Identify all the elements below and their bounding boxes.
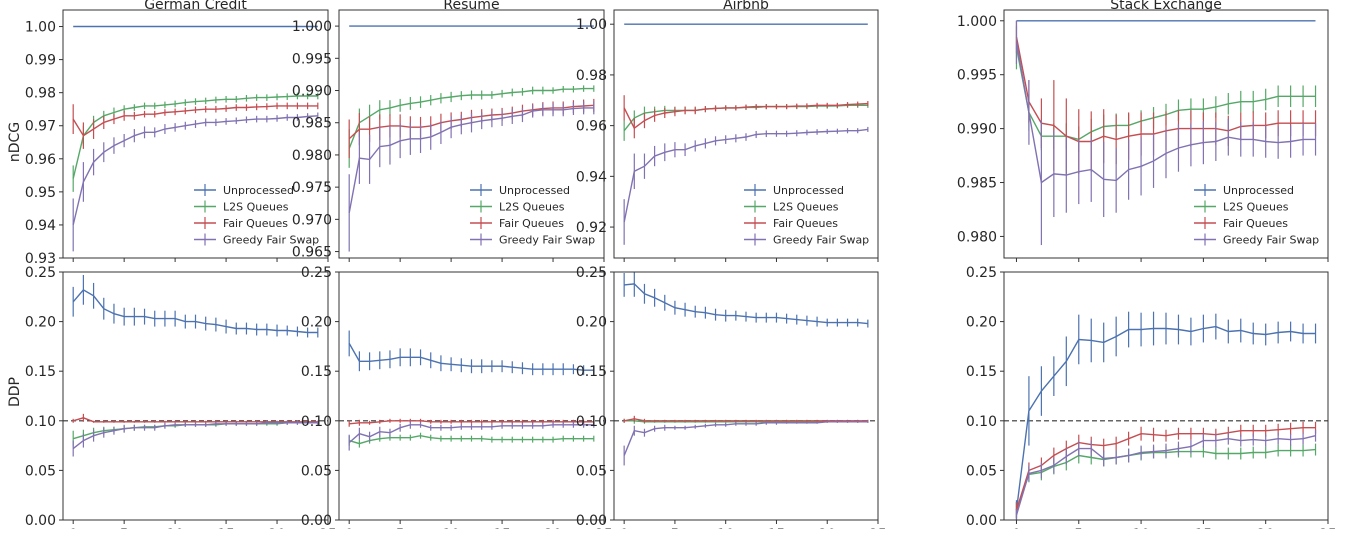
y-tick-label: 0.980 xyxy=(292,148,332,164)
row-label-bottom: DDP xyxy=(7,377,23,407)
y-tick-label: 0.15 xyxy=(966,364,997,380)
y-tick-label: 0.96 xyxy=(25,152,56,168)
legend-label: Fair Queues xyxy=(773,217,838,230)
y-tick-label: 1.00 xyxy=(576,17,607,33)
legend-label: Greedy Fair Swap xyxy=(1223,234,1319,247)
y-tick-label: 0.995 xyxy=(292,51,332,67)
y-tick-label: 0.980 xyxy=(957,229,997,245)
y-tick-label: 0.15 xyxy=(576,364,607,380)
y-tick-label: 0.96 xyxy=(576,119,607,135)
legend-label: Unprocessed xyxy=(1223,184,1294,197)
y-tick-label: 0.985 xyxy=(292,116,332,132)
y-tick-label: 0.20 xyxy=(966,315,997,331)
y-tick-label: 1.000 xyxy=(292,19,332,35)
y-tick-label: 0.990 xyxy=(292,84,332,100)
y-tick-label: 0.25 xyxy=(25,265,56,281)
y-tick-label: 0.25 xyxy=(966,265,997,281)
y-tick-label: 0.970 xyxy=(292,212,332,228)
legend-label: L2S Queues xyxy=(223,201,289,214)
y-tick-label: 1.000 xyxy=(957,14,997,30)
y-tick-label: 0.985 xyxy=(957,176,997,192)
y-tick-label: 0.94 xyxy=(576,169,607,185)
legend-label: Unprocessed xyxy=(499,184,570,197)
y-tick-label: 0.20 xyxy=(301,315,332,331)
y-tick-label: 0.990 xyxy=(957,122,997,138)
y-tick-label: 0.965 xyxy=(292,245,332,261)
y-tick-label: 0.995 xyxy=(957,68,997,84)
legend-label: L2S Queues xyxy=(499,201,565,214)
panel-title: German Credit xyxy=(144,0,247,13)
y-tick-label: 0.94 xyxy=(25,218,56,234)
y-tick-label: 0.15 xyxy=(25,364,56,380)
legend-label: Fair Queues xyxy=(1223,217,1288,230)
panel-title: Resume xyxy=(443,0,499,13)
y-tick-label: 0.99 xyxy=(25,53,56,69)
legend-label: Unprocessed xyxy=(773,184,844,197)
legend-label: Fair Queues xyxy=(223,217,288,230)
legend-label: Fair Queues xyxy=(499,217,564,230)
y-tick-label: 0.05 xyxy=(25,463,56,479)
legend-label: L2S Queues xyxy=(773,201,839,214)
y-tick-label: 0.975 xyxy=(292,180,332,196)
y-tick-label: 0.98 xyxy=(576,68,607,84)
y-tick-label: 0.00 xyxy=(576,513,607,529)
y-tick-label: 0.15 xyxy=(301,364,332,380)
y-tick-label: 1.00 xyxy=(25,20,56,36)
panel-title: Airbnb xyxy=(723,0,769,13)
y-tick-label: 0.00 xyxy=(966,513,997,529)
y-tick-label: 0.25 xyxy=(301,265,332,281)
y-tick-label: 0.20 xyxy=(576,315,607,331)
y-tick-label: 0.10 xyxy=(301,414,332,430)
y-tick-label: 0.00 xyxy=(301,513,332,529)
panel-title: Stack Exchange xyxy=(1110,0,1222,13)
y-tick-label: 0.95 xyxy=(25,185,56,201)
y-tick-label: 0.98 xyxy=(25,86,56,102)
y-tick-label: 0.97 xyxy=(25,119,56,135)
y-tick-label: 0.10 xyxy=(25,414,56,430)
y-tick-label: 0.00 xyxy=(25,513,56,529)
y-tick-label: 0.05 xyxy=(966,463,997,479)
y-tick-label: 0.10 xyxy=(576,414,607,430)
legend-label: Greedy Fair Swap xyxy=(773,234,869,247)
legend-label: L2S Queues xyxy=(1223,201,1289,214)
row-label-top: nDCG xyxy=(7,122,23,162)
y-tick-label: 0.10 xyxy=(966,414,997,430)
y-tick-label: 0.20 xyxy=(25,315,56,331)
y-tick-label: 0.25 xyxy=(576,265,607,281)
y-tick-label: 0.05 xyxy=(576,463,607,479)
legend-label: Unprocessed xyxy=(223,184,294,197)
y-tick-label: 0.92 xyxy=(576,220,607,236)
y-tick-label: 0.05 xyxy=(301,463,332,479)
